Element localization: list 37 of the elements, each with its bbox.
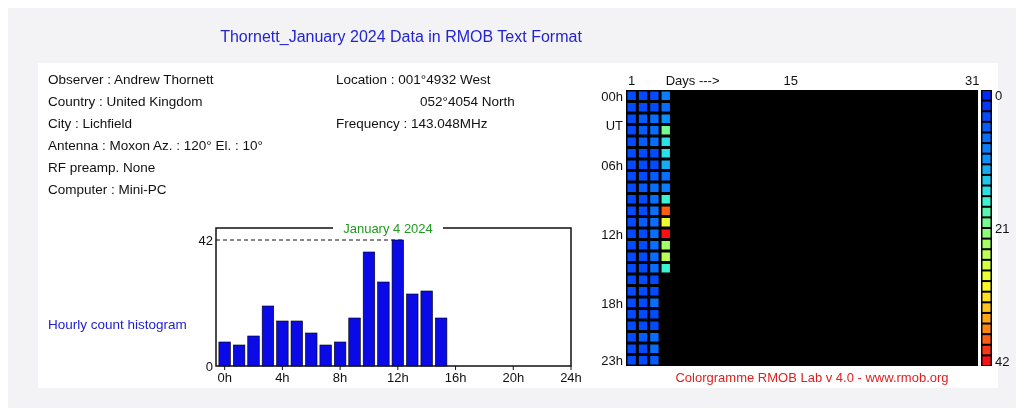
x-tick-label: 12h bbox=[386, 370, 409, 385]
y-tick-label: 12h bbox=[601, 226, 623, 242]
bar bbox=[261, 305, 275, 367]
x-tick-label: 20h bbox=[502, 370, 525, 385]
text: Observer : Andrew Thornett bbox=[48, 72, 214, 87]
bar bbox=[218, 341, 231, 367]
text: Computer : Mini-PC bbox=[48, 182, 167, 197]
x-tick-label: 15 bbox=[783, 73, 798, 88]
x-tick-label: 0h bbox=[217, 370, 232, 385]
text: City : Lichfield bbox=[48, 116, 133, 131]
x-tick-label: 24h bbox=[560, 370, 582, 385]
y-axis-title: Hourly count histogram bbox=[48, 317, 187, 332]
x-tick-label: 1 bbox=[628, 73, 636, 88]
text: Frequency : 143.048MHz bbox=[336, 116, 488, 131]
text: 052°4054 North bbox=[420, 94, 515, 109]
y-tick-label: 06h bbox=[601, 157, 623, 173]
text: Country : United Kingdom bbox=[48, 94, 203, 109]
x-tick-label: 4h bbox=[275, 370, 290, 385]
color-bar-label: 0 bbox=[995, 88, 1003, 104]
text: RF preamp. None bbox=[48, 160, 156, 175]
chart-title: January 4 2024 bbox=[343, 221, 433, 236]
text: UT bbox=[605, 117, 624, 133]
y-tick-label: 23h bbox=[601, 353, 623, 369]
y-tick-label: 00h bbox=[601, 88, 623, 104]
color-bar-label: 42 bbox=[995, 353, 1010, 369]
text: Colorgramme RMOB Lab v 4.0 - www.rmob.org bbox=[675, 370, 949, 385]
text: Location : 001°4932 West bbox=[336, 72, 491, 87]
text: Antenna : Moxon Az. : 120° El. : 10° bbox=[48, 138, 263, 153]
color-bar-label: 21 bbox=[995, 221, 1010, 236]
text: Thornett_January 2024 Data in RMOB Text Format bbox=[220, 28, 583, 46]
x-tick-label: 16h bbox=[444, 370, 467, 385]
x-axis-title: Days ---> bbox=[665, 73, 720, 88]
x-tick-label: 8h bbox=[332, 370, 348, 385]
bar bbox=[435, 317, 448, 367]
y-tick-label: 18h bbox=[601, 295, 623, 311]
bar bbox=[362, 251, 376, 367]
x-tick-label: 31 bbox=[965, 73, 980, 88]
